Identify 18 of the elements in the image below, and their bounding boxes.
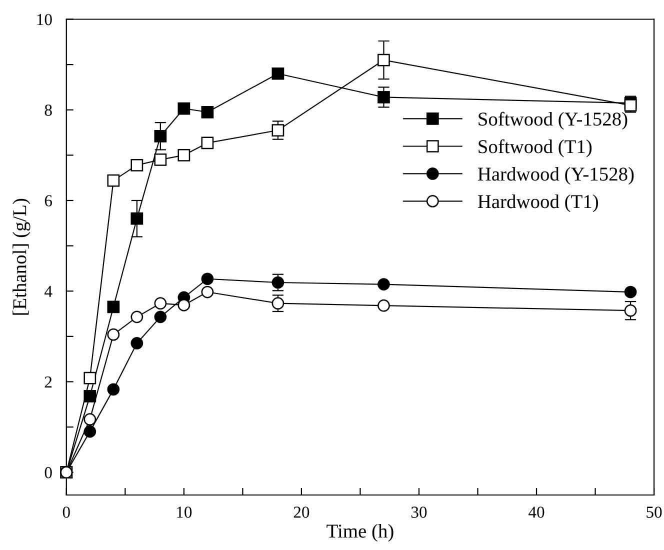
- x-tick-label: 50: [646, 506, 662, 518]
- y-tick-label: 10: [37, 14, 52, 26]
- legend-label: Hardwood (Y-1528): [478, 167, 634, 185]
- legend-label: Softwood (Y-1528): [478, 112, 628, 130]
- x-tick-label: 40: [528, 506, 544, 518]
- y-tick-label: 0: [44, 467, 52, 478]
- y-tick-label: 4: [44, 286, 52, 297]
- x-tick-label: 20: [294, 506, 310, 518]
- legend-label: Softwood (T1): [478, 139, 592, 158]
- x-tick-label: 10: [177, 506, 192, 518]
- y-tick-label: 6: [44, 195, 52, 206]
- x-axis-title: Time (h): [326, 524, 394, 542]
- x-tick-label: 30: [411, 506, 427, 518]
- y-tick-label: 8: [44, 104, 52, 116]
- y-axis-title: [Ethanol] (g/L): [12, 198, 30, 315]
- x-tick-label: 0: [62, 506, 70, 518]
- y-tick-label: 2: [44, 376, 52, 388]
- legend-label: Hardwood (T1): [478, 194, 598, 212]
